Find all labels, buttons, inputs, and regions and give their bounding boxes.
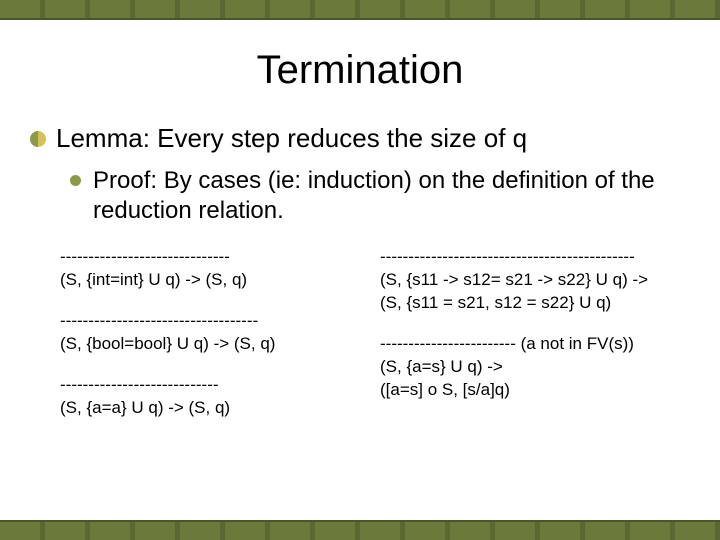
content-area: Lemma: Every step reduces the size of q … bbox=[0, 93, 720, 438]
rules-right-column: ----------------------------------------… bbox=[380, 246, 690, 438]
proof-text: Proof: By cases (ie: induction) on the d… bbox=[93, 166, 690, 226]
rule-body-1: (S, {s11 -> s12= s21 -> s22} U q) -> bbox=[380, 269, 690, 292]
rule-var-refl: ---------------------------- (S, {a=a} U… bbox=[60, 374, 340, 420]
rule-bar: ------------------------------ bbox=[60, 246, 340, 269]
rule-body-2: (S, {s11 = s21, s12 = s22} U q) bbox=[380, 292, 690, 315]
rule-arrow: ----------------------------------------… bbox=[380, 246, 690, 315]
lemma-statement: Lemma: Every step reduces the size of q bbox=[30, 123, 690, 154]
slide-title: Termination bbox=[0, 48, 720, 93]
proof-statement: Proof: By cases (ie: induction) on the d… bbox=[30, 166, 690, 226]
rule-int: ------------------------------ (S, {int=… bbox=[60, 246, 340, 292]
rules-left-column: ------------------------------ (S, {int=… bbox=[60, 246, 340, 438]
rule-subst: ------------------------ (a not in FV(s)… bbox=[380, 333, 690, 402]
rule-bar: ------------------------ (a not in FV(s)… bbox=[380, 333, 690, 356]
rule-bool: ----------------------------------- (S, … bbox=[60, 310, 340, 356]
rules-area: ------------------------------ (S, {int=… bbox=[30, 246, 690, 438]
rule-bar: ----------------------------------- bbox=[60, 310, 340, 333]
top-decorative-bar bbox=[0, 0, 720, 20]
rule-body: (S, {a=a} U q) -> (S, q) bbox=[60, 397, 340, 420]
rule-bar: ---------------------------- bbox=[60, 374, 340, 397]
lemma-text: Lemma: Every step reduces the size of q bbox=[56, 123, 527, 154]
rule-body-1: (S, {a=s} U q) -> bbox=[380, 356, 690, 379]
rule-body: (S, {int=int} U q) -> (S, q) bbox=[60, 269, 340, 292]
rule-body: (S, {bool=bool} U q) -> (S, q) bbox=[60, 333, 340, 356]
bottom-decorative-bar bbox=[0, 520, 720, 540]
bullet-dot-icon bbox=[70, 175, 81, 186]
rule-body-2: ([a=s] o S, [s/a]q) bbox=[380, 379, 690, 402]
bullet-primary-icon bbox=[30, 131, 46, 147]
rule-bar: ----------------------------------------… bbox=[380, 246, 690, 269]
